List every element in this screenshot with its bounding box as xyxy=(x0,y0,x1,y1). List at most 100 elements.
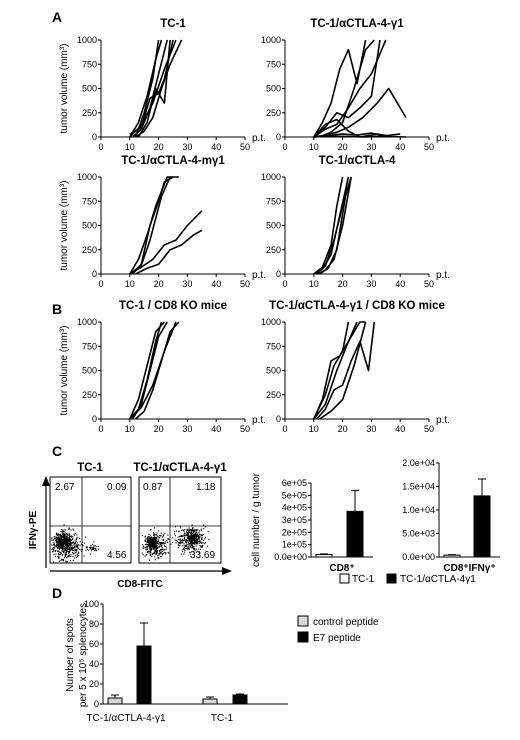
flow-event-dot xyxy=(198,548,200,550)
flow-event-dot xyxy=(151,544,153,546)
flow-event-dot xyxy=(64,553,66,555)
flow-event-dot xyxy=(63,540,65,542)
flow-event-dot xyxy=(187,536,189,538)
flow-event-dot xyxy=(155,549,157,551)
flow-event-dot xyxy=(64,541,66,543)
flow-event-dot xyxy=(91,548,93,550)
flow-event-dot xyxy=(73,534,75,536)
flow-event-dot xyxy=(200,546,202,548)
flow-event-dot xyxy=(194,531,196,533)
flow-event-dot xyxy=(141,535,143,537)
flow-event-dot xyxy=(191,538,193,540)
flow-event-dot xyxy=(56,541,58,543)
flow-event-dot xyxy=(158,537,160,539)
flow-event-dot xyxy=(60,540,62,542)
x-tick-label: 20 xyxy=(338,279,348,289)
flow-event-dot xyxy=(197,535,199,537)
flow-event-dot xyxy=(68,537,70,539)
flow-event-dot xyxy=(177,547,179,549)
flow-event-dot xyxy=(154,559,156,561)
flow-event-dot xyxy=(57,540,59,542)
flow-event-dot xyxy=(186,529,188,531)
flow-event-dot xyxy=(167,538,169,540)
flow-event-dot xyxy=(64,533,66,535)
flow-event-dot xyxy=(71,545,73,547)
y-tick-label: 250 xyxy=(266,108,281,118)
flow-event-dot xyxy=(190,534,192,536)
flow-event-dot xyxy=(168,552,170,554)
flow-event-dot xyxy=(68,528,70,530)
flow-event-dot xyxy=(184,535,186,537)
x-tick-label: 30 xyxy=(366,279,376,289)
flow-event-dot xyxy=(64,542,66,544)
flow-event-dot xyxy=(200,534,202,536)
growth-plot-tc1-actla4-g1-cd8ko: TC-1/αCTLA-4-γ1 / CD8 KO mice02505007501… xyxy=(261,300,450,434)
flow-event-dot xyxy=(67,537,69,539)
flow-event-dot xyxy=(189,537,191,539)
flow-event-dot xyxy=(148,550,150,552)
flow-event-dot xyxy=(57,538,59,540)
flow-event-dot xyxy=(155,546,157,548)
flow-event-dot xyxy=(151,539,153,541)
flow-event-dot xyxy=(153,538,155,540)
flow-event-dot xyxy=(53,561,55,563)
x-tick-label: 0 xyxy=(282,424,287,434)
flow-event-dot xyxy=(144,547,146,549)
flow-ylabel: IFNγ-PE xyxy=(28,511,39,550)
flow-event-dot xyxy=(156,551,158,553)
flow-event-dot xyxy=(141,552,143,554)
flow-event-dot xyxy=(186,537,188,539)
flow-event-dot xyxy=(65,549,67,551)
flow-event-dot xyxy=(56,538,58,540)
flow-event-dot xyxy=(51,539,53,541)
flow-event-dot xyxy=(82,545,84,547)
flow-event-dot xyxy=(52,539,54,541)
flow-event-dot xyxy=(189,553,191,555)
flow-event-dot xyxy=(161,545,163,547)
flow-event-dot xyxy=(56,541,58,543)
flow-event-dot xyxy=(164,541,166,543)
growth-curve-5 xyxy=(313,176,350,275)
flow-event-dot xyxy=(187,543,189,545)
flow-event-dot xyxy=(191,538,193,540)
flow-event-dot xyxy=(148,536,150,538)
flow-event-dot xyxy=(154,540,156,542)
flow-event-dot xyxy=(197,537,199,539)
flow-event-dot xyxy=(64,555,66,557)
flow-event-dot xyxy=(186,540,188,542)
flow-event-dot xyxy=(185,545,187,547)
y-tick-label: 20 xyxy=(89,679,99,689)
flow-event-dot xyxy=(157,550,159,552)
flow-event-dot xyxy=(64,534,66,536)
flow-event-dot xyxy=(54,537,56,539)
x-tick-label: 30 xyxy=(182,279,192,289)
flow-event-dot xyxy=(67,549,69,551)
flow-event-dot xyxy=(175,526,177,528)
flow-event-dot xyxy=(64,556,66,558)
flow-event-dot xyxy=(154,556,156,558)
flow-event-dot xyxy=(62,541,64,543)
flow-event-dot xyxy=(184,533,186,535)
flow-plot-1-q-ul: 2.67 xyxy=(55,482,75,493)
flow-event-dot xyxy=(58,539,60,541)
flow-event-dot xyxy=(161,543,163,545)
flow-event-dot xyxy=(148,546,150,548)
flow-event-dot xyxy=(158,553,160,555)
flow-event-dot xyxy=(68,552,70,554)
flow-event-dot xyxy=(192,537,194,539)
flow-event-dot xyxy=(68,527,70,529)
flow-event-dot xyxy=(153,552,155,554)
x-tick-label: 50 xyxy=(240,279,250,289)
flow-event-dot xyxy=(56,543,58,545)
flow-event-dot xyxy=(187,535,189,537)
flow-event-dot xyxy=(153,541,155,543)
flow-event-dot xyxy=(69,545,71,547)
flow-event-dot xyxy=(68,543,70,545)
flow-event-dot xyxy=(74,549,76,551)
flow-event-dot xyxy=(197,533,199,535)
flow-event-dot xyxy=(199,533,201,535)
flow-event-dot xyxy=(55,532,57,534)
flow-event-dot xyxy=(195,539,197,541)
flow-event-dot xyxy=(184,545,186,547)
flow-event-dot xyxy=(86,546,88,548)
